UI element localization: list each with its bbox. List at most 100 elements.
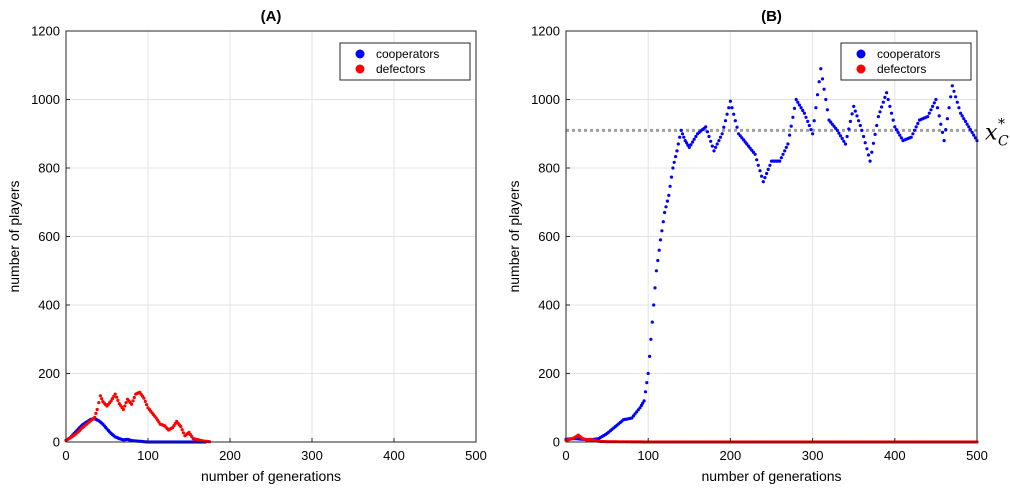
data-point-cooperators [796, 100, 800, 104]
data-point-cooperators [781, 152, 785, 156]
data-point-cooperators [947, 106, 951, 110]
data-point-cooperators [837, 131, 841, 135]
data-point-cooperators [758, 169, 762, 173]
data-point-cooperators [927, 111, 931, 115]
legend-label-defectors: defectors [877, 62, 926, 76]
data-point-cooperators [891, 118, 895, 122]
data-point-cooperators [728, 99, 733, 103]
data-point-cooperators [733, 119, 737, 123]
data-point-cooperators [888, 104, 892, 108]
data-point-cooperators [788, 133, 792, 137]
reference-line-superscript: * [998, 116, 1005, 132]
data-point-cooperators [779, 156, 784, 160]
x-tick-label: 400 [383, 448, 405, 463]
data-point-cooperators [957, 106, 961, 110]
data-point-cooperators [824, 97, 828, 102]
chart-panel-b: 0 100 200 300 400 500 0 200 400 600 800 1000 1200 (B)… [506, 8, 1009, 484]
x-axis-label: number of generations [701, 468, 841, 484]
x-tick-label: 100 [637, 448, 659, 463]
y-tick-label: 1000 [531, 92, 560, 107]
legend-marker-defectors [856, 64, 866, 74]
x-tick-label: 500 [465, 448, 487, 463]
data-point-cooperators [883, 95, 887, 99]
data-point-cooperators [687, 145, 691, 149]
data-point-cooperators [845, 134, 849, 139]
data-point-cooperators [968, 128, 973, 132]
data-point-cooperators [893, 125, 897, 129]
data-point-cooperators [962, 117, 966, 121]
data-point-cooperators [676, 142, 680, 146]
data-point-cooperators [848, 119, 853, 123]
y-tick-label: 600 [38, 229, 60, 244]
data-point-cooperators [944, 128, 948, 132]
data-point-cooperators [657, 248, 661, 252]
y-tick-label: 200 [538, 366, 560, 381]
x-tick-label: 400 [884, 448, 906, 463]
data-point-cooperators [937, 114, 941, 118]
data-point-defectors [115, 395, 119, 399]
data-point-cooperators [672, 160, 676, 164]
data-point-defectors [121, 407, 125, 412]
series-defectors [64, 390, 212, 444]
data-point-cooperators [671, 166, 675, 170]
data-point-cooperators [722, 125, 726, 129]
data-point-cooperators [868, 159, 872, 163]
legend-box [840, 42, 972, 81]
data-point-cooperators [669, 175, 674, 179]
data-point-cooperators [965, 122, 969, 126]
data-point-cooperators [825, 108, 830, 112]
data-point-cooperators [886, 97, 890, 102]
data-point-cooperators [715, 142, 719, 146]
data-point-cooperators [682, 135, 686, 139]
data-point-cooperators [709, 139, 713, 143]
y-tick-label: 1200 [31, 24, 60, 39]
legend-marker-cooperators [856, 49, 866, 59]
data-point-cooperators [794, 97, 798, 102]
data-point-cooperators [784, 145, 788, 149]
data-point-defectors [98, 394, 102, 398]
data-point-cooperators [850, 112, 854, 116]
data-point-cooperators [766, 167, 770, 171]
x-tick-label: 0 [62, 448, 69, 463]
data-point-cooperators [931, 104, 935, 108]
data-point-cooperators [959, 111, 963, 115]
data-point-cooperators [815, 93, 820, 97]
data-point-cooperators [876, 115, 881, 119]
data-point-cooperators [838, 134, 843, 138]
data-point-cooperators [822, 87, 826, 91]
data-point-cooperators [812, 119, 816, 123]
data-point-cooperators [714, 145, 718, 149]
data-point-cooperators [878, 110, 882, 114]
data-point-cooperators [929, 108, 933, 112]
data-point-cooperators [894, 128, 899, 132]
data-point-cooperators [942, 139, 946, 143]
data-point-cooperators [967, 125, 971, 129]
data-point-defectors [94, 411, 98, 415]
data-point-cooperators [755, 158, 759, 162]
data-point-cooperators [914, 125, 918, 129]
data-point-cooperators [660, 229, 664, 233]
data-point-cooperators [866, 153, 871, 157]
data-point-cooperators [735, 125, 739, 129]
data-point-cooperators [763, 176, 767, 180]
legend-box [339, 42, 471, 81]
data-point-defectors [123, 404, 127, 408]
data-point-cooperators [952, 89, 956, 93]
data-point-cooperators [653, 286, 657, 290]
data-point-cooperators [950, 84, 954, 88]
x-tick-label: 0 [562, 448, 569, 463]
data-point-defectors [142, 396, 146, 400]
data-point-cooperators [783, 149, 787, 153]
data-point-cooperators [804, 115, 808, 119]
data-point-cooperators [911, 132, 915, 136]
data-point-cooperators [675, 149, 679, 153]
data-point-cooperators [643, 390, 648, 394]
x-tick-label: 500 [966, 448, 988, 463]
data-point-cooperators [691, 140, 695, 144]
data-point-cooperators [648, 354, 652, 358]
data-point-cooperators [654, 269, 659, 273]
data-point-cooperators [801, 108, 805, 113]
data-point-cooperators [650, 320, 654, 324]
